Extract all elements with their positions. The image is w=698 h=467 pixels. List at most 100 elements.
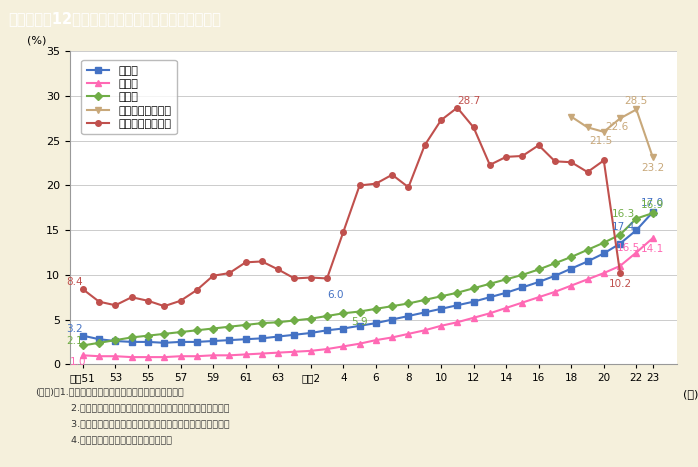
Text: 23.2: 23.2 (641, 163, 664, 173)
弁護士 (193, 327, 201, 333)
弁護士 (551, 261, 559, 266)
検察官 (453, 319, 461, 325)
裁判官 (306, 330, 315, 336)
裁判官 (388, 317, 396, 322)
検察官 (274, 350, 283, 355)
裁判官 (371, 320, 380, 326)
検察官 (648, 235, 657, 241)
検察官 (128, 354, 136, 360)
Text: 第１－１－12図　司法分野における女性割合の推移: 第１－１－12図 司法分野における女性割合の推移 (8, 11, 221, 26)
検察官 (177, 354, 185, 359)
弁護士 (437, 294, 445, 299)
Text: 16.9: 16.9 (641, 200, 664, 210)
弁護士 (453, 290, 461, 296)
旧司法試験合格者 (453, 105, 461, 111)
新司法試験合格者 (600, 129, 608, 134)
旧司法試験合格者 (535, 142, 543, 148)
裁判官 (79, 333, 87, 339)
旧司法試験合格者 (274, 267, 283, 272)
裁判官 (453, 303, 461, 308)
弁護士 (535, 267, 543, 272)
検察官 (632, 250, 641, 255)
裁判官 (128, 339, 136, 345)
Text: 17.0: 17.0 (641, 198, 664, 208)
弁護士 (306, 316, 315, 321)
弁護士 (584, 247, 592, 253)
旧司法試験合格者 (258, 259, 266, 264)
検察官 (160, 354, 168, 360)
弁護士 (469, 285, 477, 291)
検察官 (404, 331, 413, 337)
Line: 旧司法試験合格者: 旧司法試験合格者 (80, 105, 623, 309)
新司法試験合格者 (648, 154, 657, 160)
Text: 17.4: 17.4 (611, 222, 635, 233)
Text: 2.検察官，司法試験合格者については法務省資料より作成。: 2.検察官，司法試験合格者については法務省資料より作成。 (35, 403, 230, 412)
旧司法試験合格者 (339, 229, 348, 235)
検察官 (209, 353, 217, 358)
裁判官 (355, 323, 364, 329)
旧司法試験合格者 (95, 299, 103, 304)
弁護士 (567, 254, 575, 260)
弁護士 (79, 343, 87, 348)
弁護士 (258, 320, 266, 326)
検察官 (388, 335, 396, 340)
Text: (%): (%) (27, 35, 47, 45)
裁判官 (535, 279, 543, 285)
検察官 (339, 344, 348, 349)
裁判官 (225, 337, 234, 343)
新司法試験合格者 (584, 125, 592, 130)
検察官 (79, 353, 87, 358)
弁護士 (128, 335, 136, 340)
検察官 (225, 353, 234, 358)
弁護士 (323, 313, 332, 319)
旧司法試験合格者 (420, 142, 429, 148)
旧司法試験合格者 (388, 172, 396, 177)
旧司法試験合格者 (437, 117, 445, 123)
Line: 弁護士: 弁護士 (80, 211, 655, 348)
検察官 (469, 315, 477, 320)
Text: 3.2: 3.2 (66, 325, 83, 334)
弁護士 (371, 306, 380, 311)
Text: 21.5: 21.5 (589, 136, 612, 146)
裁判官 (469, 299, 477, 304)
Text: (年): (年) (683, 389, 698, 399)
裁判官 (258, 335, 266, 341)
検察官 (600, 270, 608, 276)
裁判官 (584, 259, 592, 264)
検察官 (355, 341, 364, 347)
検察官 (371, 337, 380, 343)
新司法試験合格者 (632, 106, 641, 112)
弁護士 (144, 333, 152, 339)
弁護士 (648, 210, 657, 216)
旧司法試験合格者 (225, 270, 234, 276)
弁護士 (404, 301, 413, 306)
裁判官 (486, 294, 494, 300)
検察官 (616, 263, 624, 269)
旧司法試験合格者 (486, 162, 494, 168)
弁護士 (95, 340, 103, 346)
弁護士 (388, 304, 396, 309)
旧司法試験合格者 (371, 181, 380, 186)
Text: 16.5: 16.5 (616, 243, 640, 253)
裁判官 (339, 325, 348, 331)
旧司法試験合格者 (355, 183, 364, 188)
検察官 (567, 283, 575, 289)
旧司法試験合格者 (128, 294, 136, 300)
Text: 10.2: 10.2 (609, 279, 632, 289)
裁判官 (616, 241, 624, 247)
旧司法試験合格者 (323, 276, 332, 281)
弁護士 (290, 318, 299, 323)
弁護士 (111, 337, 119, 343)
裁判官 (111, 338, 119, 344)
Text: 8.4: 8.4 (66, 277, 83, 287)
Text: 14.1: 14.1 (641, 244, 664, 254)
検察官 (306, 348, 315, 354)
検察官 (502, 305, 510, 311)
旧司法試験合格者 (160, 304, 168, 309)
検察官 (584, 276, 592, 282)
裁判官 (95, 336, 103, 342)
検察官 (323, 346, 332, 352)
旧司法試験合格者 (177, 298, 185, 304)
裁判官 (323, 327, 332, 333)
旧司法試験合格者 (144, 298, 152, 304)
